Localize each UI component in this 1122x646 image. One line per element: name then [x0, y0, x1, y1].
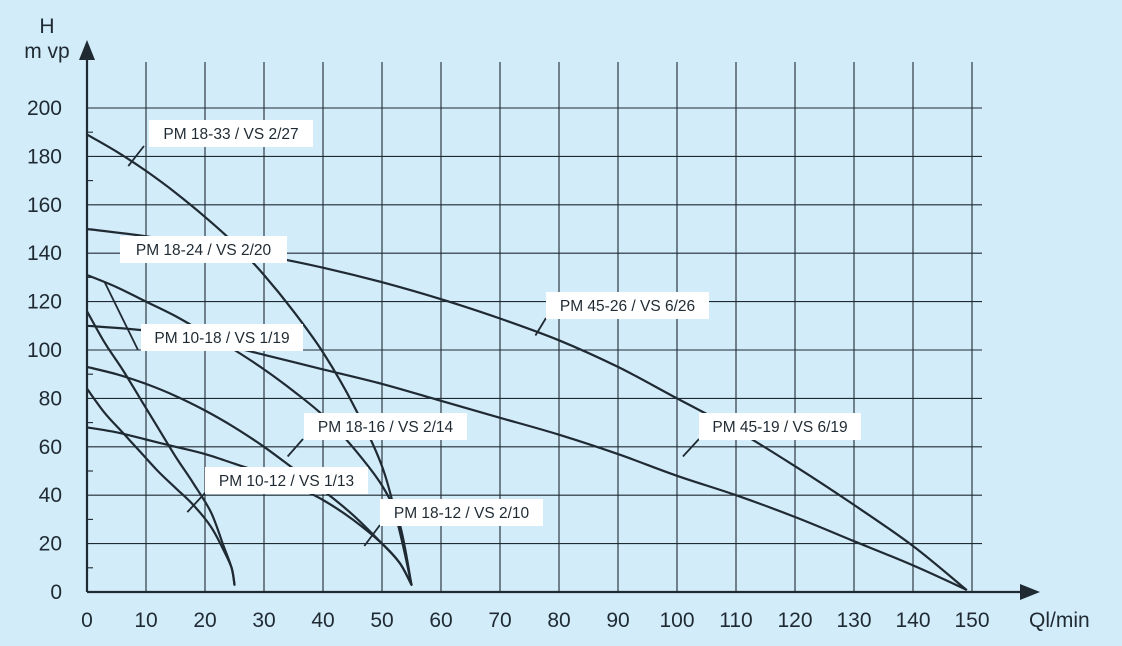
curve-label-text: PM 18-24 / VS 2/20: [136, 242, 272, 259]
curve-label-group: PM 45-19 / VS 6/19: [682, 413, 861, 458]
x-tick-label: 40: [311, 609, 334, 632]
curve-line: [85, 426, 413, 586]
leader-line: [127, 145, 145, 167]
curve-label-group: PM 18-24 / VS 2/20: [120, 236, 287, 263]
y-tick-label: 60: [39, 436, 62, 459]
y-tick-label: 160: [27, 194, 62, 217]
curve-label-text: PM 10-18 / VS 1/19: [154, 330, 289, 347]
curve-label-box: [699, 413, 861, 440]
x-tick-label: 30: [252, 609, 275, 632]
y-tick-label: 140: [27, 242, 62, 265]
y-tick-label: 100: [27, 339, 62, 362]
curve-label-box: [141, 324, 303, 351]
curve-label-group: PM 18-16 / VS 2/14: [286, 413, 467, 458]
y-tick-label: 80: [39, 387, 62, 410]
curve-label-box: [120, 236, 287, 263]
curve-label-group: PM 10-18 / VS 1/19: [103, 281, 303, 351]
curve-line: [85, 133, 413, 586]
curve-label-group: PM 10-12 / VS 1/13: [186, 467, 368, 513]
curve-label-box: [380, 499, 543, 526]
y-tick-label: 200: [27, 97, 62, 120]
leader-line: [682, 438, 700, 458]
leader-line: [186, 492, 206, 513]
curve-line: [85, 310, 236, 586]
curve-label-box: [205, 467, 368, 494]
x-axis-title: Ql/min: [1029, 609, 1090, 632]
y-tick-label: 180: [27, 145, 62, 168]
curve-label-box: [304, 413, 467, 440]
y-axis-title-unit: m vp: [24, 40, 70, 63]
x-tick-label: 10: [134, 609, 157, 632]
x-tick-label: 140: [895, 609, 930, 632]
x-tick-label: 100: [659, 609, 694, 632]
curve-label-group: PM 18-12 / VS 2/10: [363, 499, 543, 547]
y-axis-title-h: H: [39, 15, 54, 38]
curve-label-box: [546, 292, 709, 319]
curve-label-text: PM 18-12 / VS 2/10: [394, 505, 530, 522]
x-axis-arrow: [1020, 584, 1040, 600]
curve-label-group: PM 45-26 / VS 6/26: [534, 292, 709, 336]
x-tick-label: 130: [836, 609, 871, 632]
y-tick-label: 20: [39, 533, 62, 556]
axes: [79, 40, 1040, 600]
curve-label-box: [149, 120, 313, 147]
x-tick-label: 0: [81, 609, 93, 632]
x-tick-label: 50: [370, 609, 393, 632]
leader-line: [286, 438, 304, 458]
curve-label-text: PM 45-19 / VS 6/19: [712, 419, 847, 436]
leader-line: [534, 317, 547, 336]
curve-line: [85, 387, 236, 586]
x-tick-label: 70: [488, 609, 511, 632]
x-tick-label: 80: [547, 609, 570, 632]
grid: [87, 62, 982, 592]
y-tick-label: 0: [50, 581, 62, 604]
curve-labels: PM 18-33 / VS 2/27 PM 18-24 / VS 2/20 PM 1…: [103, 120, 861, 547]
curve-line: [85, 273, 413, 586]
curve-label-text: PM 45-26 / VS 6/26: [560, 298, 695, 315]
x-tick-label: 90: [606, 609, 629, 632]
x-tick-label: 110: [719, 609, 752, 632]
curve-label-text: PM 18-33 / VS 2/27: [163, 126, 298, 143]
leader-line: [103, 281, 139, 351]
x-tick-label: 20: [193, 609, 216, 632]
y-tick-label: 40: [39, 484, 62, 507]
x-tick-label: 150: [954, 609, 989, 632]
x-tick-label: 120: [777, 609, 812, 632]
y-axis-arrow: [79, 40, 95, 60]
curve-label-text: PM 18-16 / VS 2/14: [318, 419, 454, 436]
leader-line: [363, 524, 381, 547]
curve-label-text: PM 10-12 / VS 1/13: [219, 473, 354, 490]
curve-label-group: PM 18-33 / VS 2/27: [127, 120, 313, 167]
tick-labels: 0 10 20 30 40 50 60 70 80 90 100 110 120 130 140 150 0 20…: [27, 97, 990, 632]
y-tick-label: 120: [27, 291, 62, 314]
x-tick-label: 60: [429, 609, 452, 632]
